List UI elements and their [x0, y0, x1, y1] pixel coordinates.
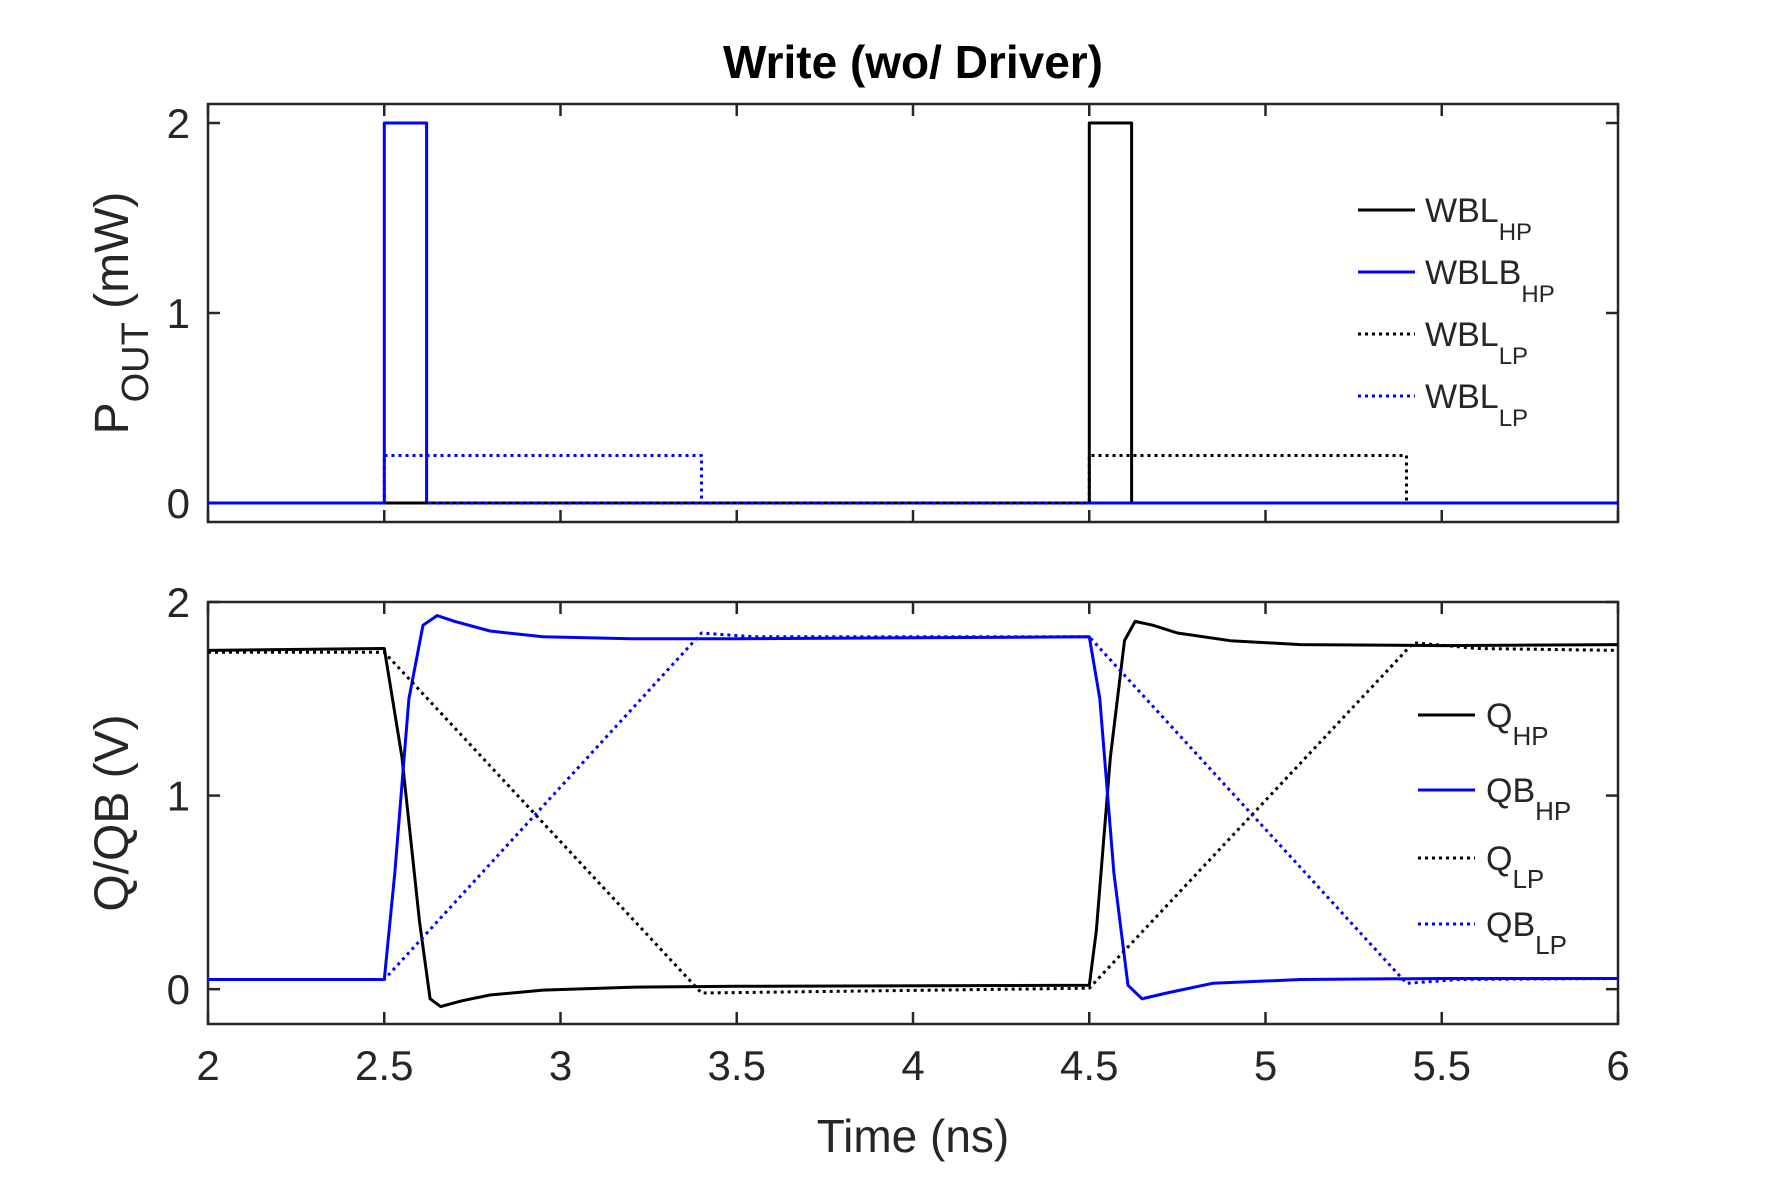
x-tick-label: 3.5 [708, 1042, 766, 1089]
chart-title: Write (wo/ Driver) [723, 36, 1103, 88]
axes-box [206, 600, 1620, 1026]
series-line-qb-lp [208, 631, 1618, 985]
x-tick-label: 2.5 [355, 1042, 413, 1089]
series-line-q-lp [208, 641, 1618, 995]
y-tick-label: 0 [167, 480, 190, 527]
series-line-wblb-hp [208, 121, 1618, 505]
series-line-wbl-hp [208, 121, 1618, 505]
legend-label: WBLLP [1425, 378, 1528, 432]
x-tick-label: 4 [901, 1042, 924, 1089]
legend-label: QLP [1486, 840, 1544, 894]
y-tick-label: 1 [167, 773, 190, 820]
x-tick-label: 2 [196, 1042, 219, 1089]
x-tick-label: 5.5 [1413, 1042, 1471, 1089]
x-tick-label: 3 [549, 1042, 572, 1089]
legend-label: WBLBHP [1425, 254, 1555, 308]
x-tick-label: 5 [1254, 1042, 1277, 1089]
axes-box [206, 102, 1620, 524]
legend-label: WBLLP [1425, 316, 1528, 370]
y-axis-label: Q/QB (V) [86, 714, 139, 911]
legend-label: QBLP [1486, 906, 1567, 960]
legend-label: WBLHP [1425, 192, 1532, 246]
legend-label: QBHP [1486, 772, 1571, 826]
x-axis-label: Time (ns) [817, 1110, 1010, 1162]
y-tick-label: 1 [167, 290, 190, 337]
y-tick-label: 2 [167, 100, 190, 147]
panel-1: 0 1 2 WBLHP WBLBHP WBLLP WBLLP Write (wo/ Drive… [86, 36, 1620, 527]
y-tick-label: 0 [167, 966, 190, 1013]
y-axis-label: POUT (mW) [86, 192, 157, 435]
x-tick-label: 4.5 [1060, 1042, 1118, 1089]
series-line-q-hp [208, 619, 1618, 1009]
series-line-wbl-lp [208, 454, 1618, 505]
y-tick-label: 2 [167, 579, 190, 626]
legend-label: QHP [1486, 697, 1549, 751]
x-tick-label: 6 [1606, 1042, 1629, 1089]
series-line-qb-hp [208, 614, 1618, 1001]
panel-2: 2 2.5 3 3.5 4 4.5 5 5.5 6 0 1 2 QHP QBHP QLP QBLP Time (… [86, 579, 1630, 1162]
